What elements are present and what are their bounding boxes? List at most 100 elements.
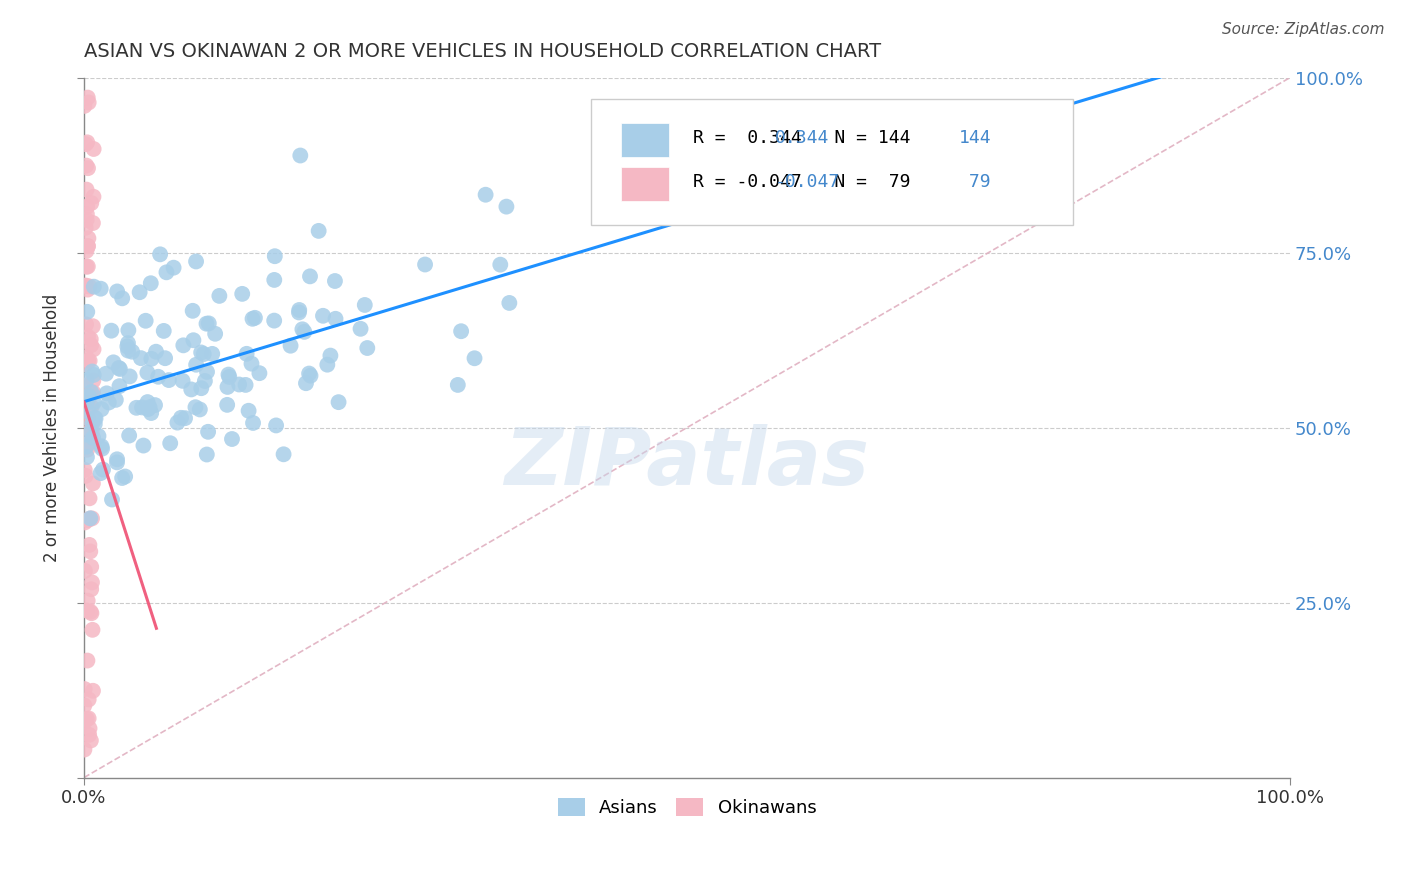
Point	[75, 427, 97, 442]
Point	[197, 425, 219, 439]
Point	[82, 417, 104, 431]
Point	[76, 207, 98, 221]
Text: 79: 79	[959, 173, 991, 191]
Point	[181, 303, 204, 318]
Point	[90, 282, 112, 296]
FancyBboxPatch shape	[591, 99, 1073, 225]
Point	[218, 370, 240, 384]
Point	[117, 339, 139, 353]
Text: Source: ZipAtlas.com: Source: ZipAtlas.com	[1222, 22, 1385, 37]
Point	[356, 341, 378, 355]
Point	[79, 511, 101, 525]
Point	[73, 463, 96, 477]
Point	[73, 516, 96, 530]
Point	[193, 347, 215, 361]
Point	[80, 575, 103, 590]
Point	[77, 692, 100, 706]
Point	[90, 439, 112, 453]
Point	[76, 213, 98, 227]
Point	[117, 323, 139, 337]
Point	[76, 260, 98, 274]
Text: R = -0.047   N =  79: R = -0.047 N = 79	[693, 173, 911, 191]
Point	[73, 742, 96, 756]
Point	[291, 322, 314, 336]
Point	[77, 728, 100, 742]
Point	[77, 411, 100, 425]
Point	[235, 347, 257, 361]
Point	[131, 401, 153, 415]
Point	[295, 376, 318, 391]
Point	[197, 317, 219, 331]
Point	[77, 161, 100, 176]
Point	[83, 410, 105, 425]
Point	[204, 326, 226, 341]
Bar	[620, 167, 669, 201]
Point	[240, 357, 263, 371]
Point	[82, 385, 104, 400]
Point	[83, 417, 105, 431]
Point	[231, 286, 253, 301]
Point	[75, 137, 97, 152]
Point	[80, 606, 103, 620]
Text: ASIAN VS OKINAWAN 2 OR MORE VEHICLES IN HOUSEHOLD CORRELATION CHART: ASIAN VS OKINAWAN 2 OR MORE VEHICLES IN …	[84, 42, 882, 61]
Point	[82, 431, 104, 445]
Point	[118, 428, 141, 442]
Point	[201, 347, 224, 361]
Point	[77, 436, 100, 450]
Point	[217, 368, 239, 382]
Point	[75, 244, 97, 258]
Point	[184, 254, 207, 268]
Point	[82, 476, 104, 491]
Point	[73, 698, 96, 713]
Point	[152, 324, 174, 338]
Point	[180, 383, 202, 397]
Point	[117, 343, 139, 358]
Point	[148, 369, 170, 384]
Point	[76, 593, 98, 607]
Point	[80, 387, 103, 401]
Point	[87, 429, 110, 443]
Point	[79, 511, 101, 525]
Point	[82, 364, 104, 378]
Point	[77, 231, 100, 245]
Point	[136, 402, 159, 417]
Point	[118, 369, 141, 384]
Point	[117, 336, 139, 351]
Point	[79, 279, 101, 293]
Point	[73, 681, 96, 696]
Point	[75, 468, 97, 483]
Point	[159, 436, 181, 450]
Point	[83, 142, 105, 156]
Point	[80, 560, 103, 574]
Point	[76, 200, 98, 214]
Point	[96, 386, 118, 401]
Point	[121, 344, 143, 359]
Text: ZIPatlas: ZIPatlas	[505, 424, 869, 501]
Point	[83, 368, 105, 382]
Point	[73, 714, 96, 729]
Point	[75, 278, 97, 293]
Point	[79, 722, 101, 736]
Point	[292, 325, 315, 339]
Point	[83, 343, 105, 357]
Point	[166, 416, 188, 430]
Point	[82, 190, 104, 204]
Point	[170, 410, 193, 425]
Point	[323, 274, 346, 288]
Point	[114, 469, 136, 483]
Point	[79, 353, 101, 368]
Point	[153, 351, 176, 366]
Point	[82, 374, 104, 388]
Point	[141, 406, 163, 420]
Point	[76, 351, 98, 365]
Point	[94, 367, 117, 381]
Point	[242, 311, 264, 326]
Point	[186, 358, 208, 372]
Point	[75, 378, 97, 392]
Point	[319, 349, 342, 363]
Y-axis label: 2 or more Vehicles in Household: 2 or more Vehicles in Household	[44, 293, 60, 562]
Point	[190, 345, 212, 359]
Point	[105, 455, 128, 469]
Point	[80, 582, 103, 597]
Point	[264, 418, 287, 433]
